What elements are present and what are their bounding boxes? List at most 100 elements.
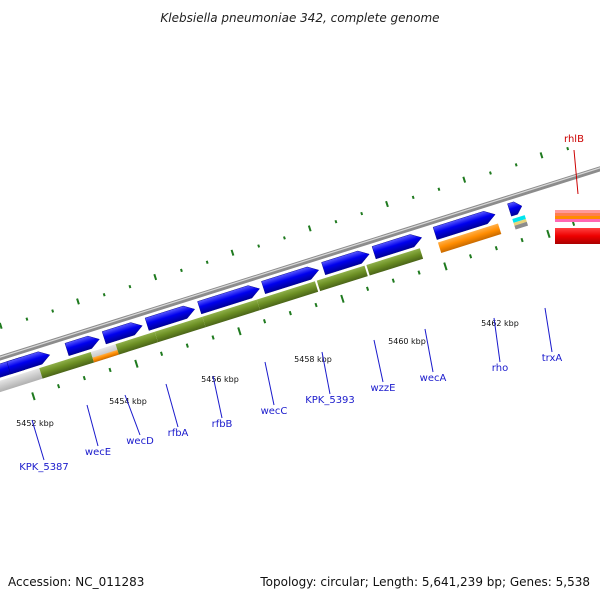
tick-mark — [82, 375, 86, 381]
gene-label: wecA — [420, 373, 447, 384]
gene-leader-line — [493, 317, 501, 363]
tick-mark — [257, 244, 261, 248]
feature-bar — [115, 331, 158, 355]
tick-mark — [366, 286, 370, 291]
map-track — [0, 146, 600, 404]
scale-label: 5462 kbp — [481, 319, 519, 328]
tick-mark — [566, 146, 570, 151]
gene-leader-line — [373, 339, 384, 383]
tick-mark — [391, 278, 395, 283]
scale-label: 5458 kbp — [294, 355, 332, 364]
gene-label: rho — [492, 363, 508, 374]
gene-label: rhlB — [564, 134, 584, 145]
feature-bar — [0, 368, 43, 404]
feature-bar — [316, 265, 368, 292]
tick-mark — [185, 343, 189, 348]
tick-mark — [25, 317, 29, 321]
tick-mark — [437, 187, 441, 191]
gene-label: KPK_5387 — [19, 462, 69, 473]
scale-label: 5456 kbp — [201, 375, 239, 384]
tick-mark — [572, 221, 576, 227]
backbone-highlight — [0, 155, 600, 373]
gene-label: KPK_5393 — [305, 395, 355, 406]
cds-arrows — [0, 201, 523, 388]
tick-mark — [360, 211, 364, 216]
tick-mark — [469, 254, 473, 259]
gene-label: rfbB — [212, 419, 233, 430]
gene-leader-line — [544, 307, 553, 353]
rhlb-feature — [555, 210, 600, 244]
tick-mark — [237, 327, 242, 336]
rhlb-band — [555, 216, 600, 219]
outer-tick-ring — [0, 146, 570, 329]
cds-arrow — [144, 305, 196, 331]
tick-mark — [288, 310, 292, 316]
tick-mark — [514, 163, 518, 167]
tick-mark — [0, 322, 3, 329]
tick-mark — [263, 319, 267, 324]
rhlb-band — [555, 213, 600, 216]
gene-leader-line — [86, 404, 99, 447]
gene-label: wecD — [126, 436, 154, 447]
gene-leader-line — [212, 375, 223, 419]
feature-bar — [154, 316, 206, 343]
map-title: Klebsiella pneumoniae 342, complete geno… — [160, 11, 439, 25]
tick-mark — [417, 270, 421, 275]
cds-arrow — [101, 322, 143, 345]
gene-leader-line — [264, 361, 275, 406]
feature-bar — [512, 215, 526, 223]
tick-mark — [462, 176, 467, 183]
rhlb-band — [555, 210, 600, 213]
feature-bars — [0, 215, 529, 404]
scale-label: 5454 kbp — [109, 397, 147, 406]
tick-mark — [230, 249, 235, 256]
gene-label: wecC — [261, 406, 288, 417]
gene-leader-line — [31, 419, 45, 461]
tick-mark — [57, 384, 61, 389]
feature-bar — [366, 248, 424, 276]
cds-arrow — [432, 211, 496, 240]
feature-bar — [513, 218, 527, 226]
gene-label: trxA — [542, 353, 563, 364]
cds-arrow — [6, 351, 51, 375]
cds-arrow — [321, 250, 370, 276]
feature-bar — [39, 351, 95, 379]
cds-arrow — [507, 201, 523, 217]
feature-bar — [256, 281, 319, 311]
feature-bar — [92, 349, 119, 363]
tick-mark — [283, 236, 286, 240]
tick-mark — [211, 335, 215, 340]
tick-mark — [443, 262, 448, 271]
tick-mark — [180, 268, 183, 273]
tick-mark — [314, 302, 318, 308]
tick-mark — [108, 367, 112, 373]
tick-mark — [494, 245, 498, 251]
gene-leader-line — [424, 328, 434, 373]
genome-summary: Topology: circular; Length: 5,641,239 bp… — [259, 575, 590, 589]
tick-mark — [385, 200, 389, 208]
inner-tick-ring — [31, 213, 600, 401]
feature-bar — [437, 223, 502, 253]
gene-label: rfbA — [168, 428, 189, 439]
feature-bar — [514, 221, 529, 230]
scale-label: 5460 kbp — [388, 337, 426, 346]
gene-label: wzzE — [371, 383, 396, 394]
tick-mark — [411, 195, 415, 200]
cds-arrow — [197, 285, 260, 315]
scale-label: 5452 kbp — [16, 419, 54, 428]
feature-bar — [202, 299, 261, 328]
gene-leader-line — [165, 383, 179, 428]
tick-mark — [76, 298, 80, 305]
gene-leader-line — [124, 394, 141, 436]
tick-mark — [520, 237, 524, 243]
gene-leader-line — [573, 149, 579, 195]
tick-mark — [160, 351, 164, 356]
tick-mark — [102, 293, 106, 297]
tick-mark — [539, 152, 544, 159]
tick-mark — [31, 392, 36, 401]
tick-mark — [546, 229, 551, 238]
tick-mark — [153, 273, 158, 281]
tick-mark — [334, 219, 338, 224]
gene-label: wecE — [85, 447, 111, 458]
